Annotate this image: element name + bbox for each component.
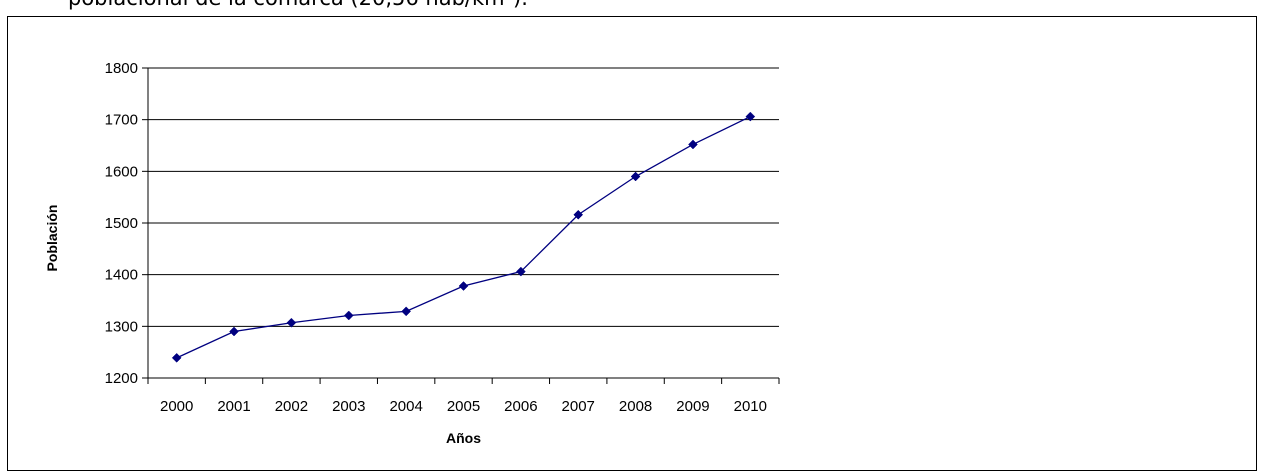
y-tick-label-1500: 1500 [105, 215, 138, 232]
x-tick-label-2007: 2007 [562, 398, 595, 415]
y-tick-label-1800: 1800 [105, 60, 138, 77]
y-tick-label-1700: 1700 [105, 112, 138, 129]
x-tick-label-2003: 2003 [332, 398, 365, 415]
data-point-2006 [516, 266, 526, 277]
data-point-2003 [343, 310, 354, 321]
y-tick-label-1200: 1200 [105, 370, 138, 387]
x-tick-label-2008: 2008 [619, 398, 652, 415]
data-point-2010 [745, 111, 756, 122]
x-tick-label-2004: 2004 [389, 398, 422, 415]
grid-lines [148, 67, 779, 327]
x-tick-label-2006: 2006 [504, 398, 537, 415]
x-tick-label-2001: 2001 [217, 398, 250, 415]
x-tick-label-2000: 2000 [160, 398, 193, 415]
data-point-2000 [171, 352, 182, 363]
y-tick-label-1600: 1600 [105, 163, 138, 180]
data-point-2001 [229, 326, 239, 337]
data-point-2008 [630, 171, 641, 182]
x-tick-label-2005: 2005 [447, 398, 480, 415]
y-tick-label-1300: 1300 [105, 318, 138, 335]
data-point-2007 [573, 209, 584, 220]
data-points [171, 111, 756, 363]
x-axis-title: Años [446, 430, 481, 446]
x-tick-labels: 2000 2001 2002 2003 2004 2005 2006 2007 2008 2009… [160, 398, 767, 415]
series-polyline [176, 115, 751, 359]
axes [142, 67, 780, 384]
y-tick-label-1400: 1400 [105, 267, 138, 284]
x-tick-label-2010: 2010 [734, 398, 767, 415]
page-body-text: poblacional de la comarca (20,56 hab/km²… [68, 0, 528, 10]
data-point-2005 [458, 281, 469, 291]
data-point-2009 [688, 139, 698, 150]
chart-frame: 1200 1300 1400 1500 1600 1700 1800 2000 2001 200… [7, 16, 1257, 471]
series-line [176, 115, 751, 359]
y-axis-title: Población [44, 205, 60, 272]
data-point-2004 [401, 306, 411, 317]
x-tick-label-2009: 2009 [676, 398, 709, 415]
data-point-2002 [286, 317, 297, 328]
y-tick-labels: 1200 1300 1400 1500 1600 1700 1800 [105, 60, 138, 387]
x-tick-label-2002: 2002 [275, 398, 308, 415]
